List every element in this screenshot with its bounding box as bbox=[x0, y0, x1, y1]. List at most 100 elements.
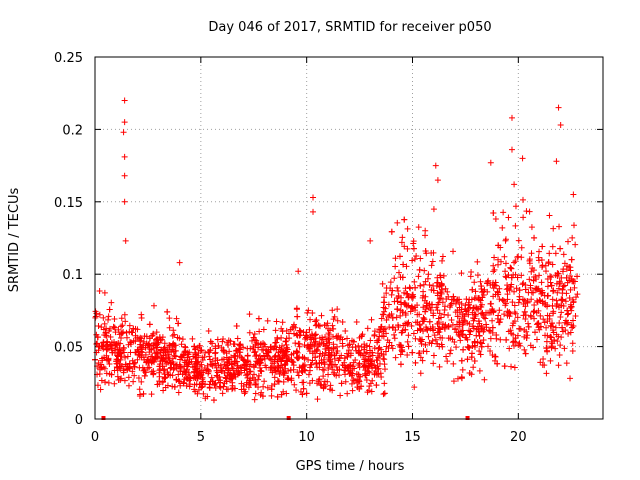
data-point bbox=[497, 316, 504, 323]
data-point bbox=[549, 302, 556, 309]
data-point bbox=[106, 361, 113, 368]
data-point bbox=[436, 310, 443, 317]
data-point bbox=[569, 347, 576, 354]
data-point bbox=[219, 356, 226, 363]
data-point bbox=[205, 370, 212, 377]
data-point bbox=[255, 344, 262, 351]
data-point bbox=[353, 347, 360, 354]
data-point bbox=[522, 286, 529, 293]
data-point bbox=[228, 360, 235, 367]
data-point bbox=[567, 375, 574, 382]
data-point bbox=[242, 388, 249, 395]
data-point bbox=[469, 286, 476, 293]
data-point bbox=[515, 253, 522, 260]
data-point bbox=[365, 353, 372, 360]
data-point bbox=[404, 245, 411, 252]
data-point bbox=[398, 239, 405, 246]
data-point bbox=[111, 324, 118, 331]
data-point bbox=[371, 328, 378, 335]
data-point bbox=[160, 387, 167, 394]
data-point bbox=[276, 370, 283, 377]
data-point bbox=[437, 289, 444, 296]
data-point bbox=[171, 352, 178, 359]
data-point bbox=[150, 302, 157, 309]
data-point bbox=[375, 370, 382, 377]
data-point bbox=[472, 288, 479, 295]
data-point bbox=[415, 273, 422, 280]
data-point bbox=[570, 191, 577, 198]
data-point bbox=[426, 281, 433, 288]
data-point bbox=[170, 327, 177, 334]
data-point bbox=[199, 374, 206, 381]
data-point bbox=[337, 392, 344, 399]
data-point bbox=[429, 326, 436, 333]
data-point bbox=[536, 297, 543, 304]
data-point bbox=[465, 305, 472, 312]
data-point bbox=[437, 295, 444, 302]
data-point bbox=[320, 373, 327, 380]
data-point bbox=[419, 357, 426, 364]
data-point bbox=[121, 172, 128, 179]
data-point bbox=[529, 265, 536, 272]
data-point bbox=[516, 287, 523, 294]
data-point bbox=[267, 367, 274, 374]
data-point bbox=[160, 378, 167, 385]
data-point bbox=[459, 366, 466, 373]
data-point bbox=[113, 341, 120, 348]
data-point bbox=[364, 325, 371, 332]
data-point bbox=[287, 367, 294, 374]
data-point bbox=[496, 319, 503, 326]
data-point bbox=[476, 367, 483, 374]
data-point bbox=[219, 338, 226, 345]
data-point bbox=[229, 375, 236, 382]
data-point bbox=[563, 360, 570, 367]
data-point bbox=[141, 372, 148, 379]
data-point bbox=[422, 227, 429, 234]
data-point bbox=[116, 350, 123, 357]
data-point bbox=[169, 372, 176, 379]
data-point bbox=[393, 314, 400, 321]
data-point bbox=[495, 312, 502, 319]
data-point bbox=[312, 354, 319, 361]
data-point bbox=[279, 328, 286, 335]
data-point bbox=[295, 372, 302, 379]
data-point bbox=[434, 292, 441, 299]
data-point bbox=[291, 321, 298, 328]
data-point bbox=[544, 292, 551, 299]
data-point bbox=[174, 334, 181, 341]
data-point bbox=[565, 330, 572, 337]
data-point bbox=[134, 326, 141, 333]
data-point bbox=[537, 323, 544, 330]
data-point bbox=[540, 316, 547, 323]
data-point bbox=[560, 251, 567, 258]
data-point bbox=[480, 314, 487, 321]
data-point bbox=[368, 316, 375, 323]
data-point bbox=[217, 379, 224, 386]
data-point bbox=[126, 328, 133, 335]
data-point bbox=[201, 353, 208, 360]
data-point bbox=[499, 297, 506, 304]
data-point bbox=[403, 263, 410, 270]
data-point bbox=[539, 362, 546, 369]
data-point bbox=[348, 372, 355, 379]
data-point bbox=[449, 336, 456, 343]
data-point bbox=[490, 293, 497, 300]
data-point bbox=[470, 305, 477, 312]
data-point bbox=[401, 216, 408, 223]
data-point bbox=[320, 385, 327, 392]
data-point bbox=[549, 320, 556, 327]
data-point bbox=[169, 346, 176, 353]
data-point bbox=[404, 338, 411, 345]
data-point bbox=[506, 313, 513, 320]
data-point bbox=[261, 378, 268, 385]
data-point bbox=[198, 384, 205, 391]
data-point bbox=[451, 326, 458, 333]
data-point bbox=[439, 321, 446, 328]
data-point bbox=[420, 288, 427, 295]
data-point bbox=[512, 335, 519, 342]
data-point bbox=[210, 397, 217, 404]
data-point bbox=[118, 347, 125, 354]
data-point bbox=[437, 272, 444, 279]
data-point bbox=[573, 294, 580, 301]
data-point bbox=[571, 222, 578, 229]
